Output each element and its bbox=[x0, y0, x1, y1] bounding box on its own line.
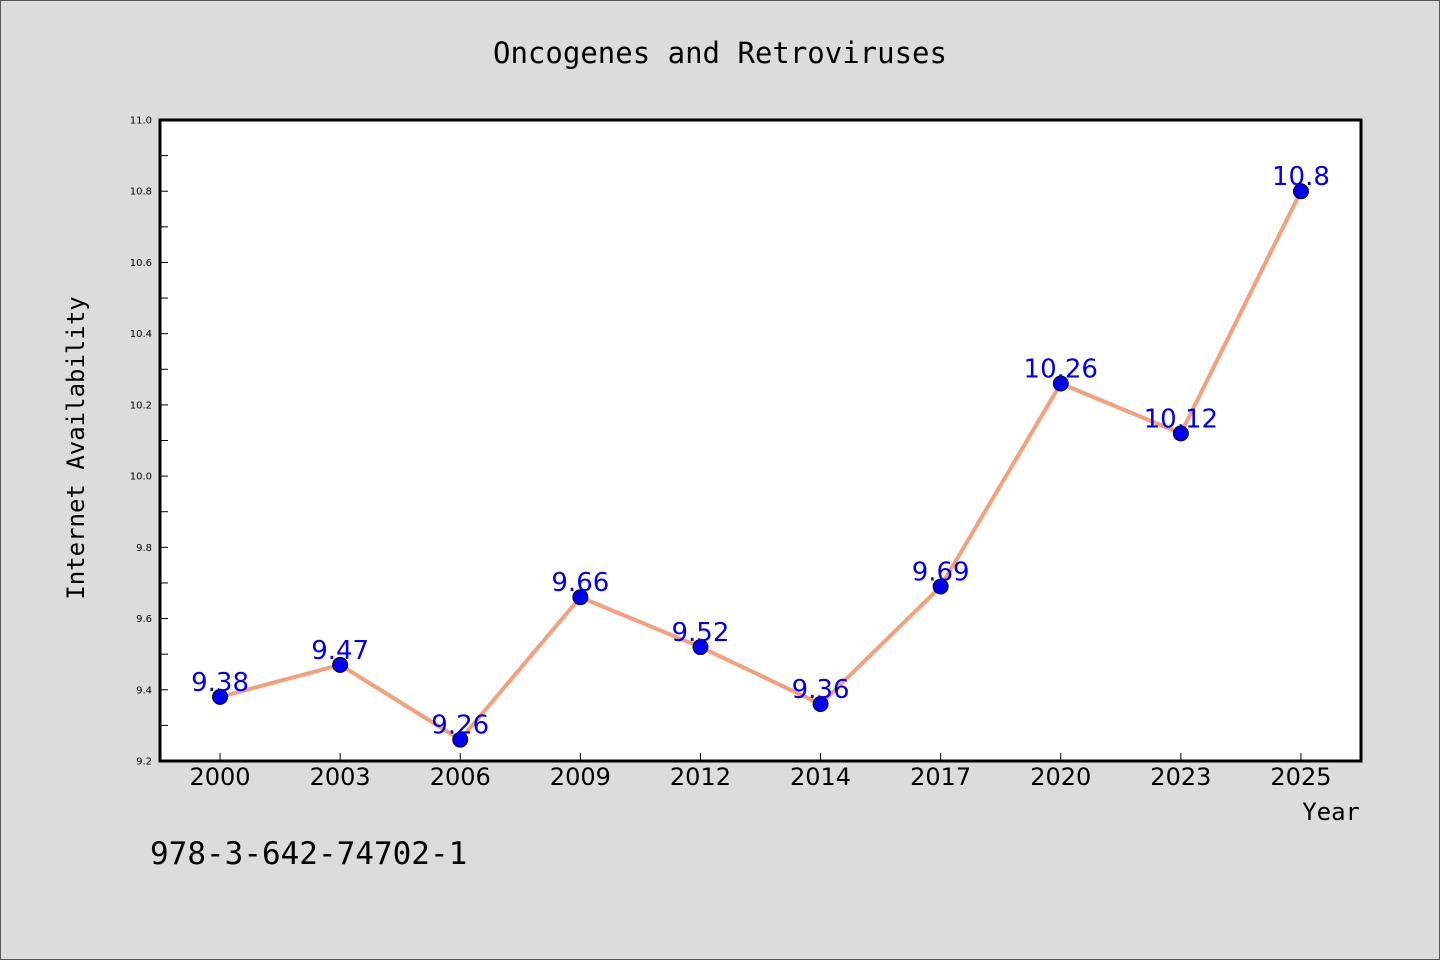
y-tick-label: 10.0 bbox=[130, 472, 152, 483]
data-point bbox=[1052, 375, 1069, 392]
x-axis: 2000 2003 2006 2009 2012 2014 2017 2020 2023 2025 bbox=[190, 753, 1331, 791]
x-tick-label: 2020 bbox=[1030, 763, 1091, 791]
data-point bbox=[932, 578, 949, 595]
data-point bbox=[452, 731, 469, 748]
x-tick-label: 2000 bbox=[190, 763, 251, 791]
x-tick-label: 2014 bbox=[790, 763, 851, 791]
x-tick-label: 2009 bbox=[550, 763, 611, 791]
data-label: 10.26 bbox=[1024, 355, 1098, 385]
data-point bbox=[692, 639, 709, 656]
x-tick-label: 2023 bbox=[1150, 763, 1211, 791]
data-label: 9.47 bbox=[311, 636, 369, 666]
x-tick-label: 2006 bbox=[430, 763, 491, 791]
y-tick-label: 10.4 bbox=[130, 329, 152, 340]
y-tick-label: 10.2 bbox=[130, 400, 152, 411]
x-axis-label: Year bbox=[1302, 798, 1360, 826]
x-tick-label: 2025 bbox=[1270, 763, 1331, 791]
data-label: 9.69 bbox=[912, 558, 970, 588]
footer-id-text: 978-3-642-74702-1 bbox=[150, 836, 467, 872]
data-label: 9.38 bbox=[191, 668, 249, 698]
data-point bbox=[1292, 183, 1309, 200]
y-tick-label: 9.6 bbox=[136, 614, 152, 625]
y-tick-label: 9.8 bbox=[136, 543, 152, 554]
data-label: 9.66 bbox=[551, 568, 609, 598]
data-label: 9.26 bbox=[431, 711, 489, 741]
chart-title: Oncogenes and Retroviruses bbox=[493, 36, 947, 70]
y-tick-label: 11.0 bbox=[130, 116, 152, 127]
y-tick-label: 10.8 bbox=[130, 187, 152, 198]
series-line bbox=[219, 190, 1303, 742]
y-axis-label: Internet Availability bbox=[62, 296, 90, 599]
data-label: 10.12 bbox=[1144, 404, 1218, 434]
series-group: 9.38 9.47 9.26 9.66 9.52 9.36 9.69 10.26 10.12 10… bbox=[191, 162, 1330, 748]
plot-area bbox=[158, 118, 1363, 763]
data-point bbox=[572, 589, 589, 606]
x-tick-label: 2012 bbox=[670, 763, 731, 791]
data-point bbox=[1172, 425, 1189, 442]
data-point bbox=[212, 688, 229, 705]
x-tick-label: 2003 bbox=[310, 763, 371, 791]
data-label: 10.8 bbox=[1272, 162, 1330, 192]
data-label: 9.52 bbox=[672, 618, 730, 648]
data-label: 9.36 bbox=[792, 675, 850, 705]
data-point bbox=[812, 696, 829, 713]
y-tick-label: 9.2 bbox=[136, 757, 152, 768]
y-tick-label: 10.6 bbox=[130, 258, 152, 269]
y-tick-label: 9.4 bbox=[136, 685, 152, 696]
x-tick-label: 2017 bbox=[910, 763, 971, 791]
data-point bbox=[332, 656, 349, 673]
y-axis: 9.2 9.4 9.6 9.8 10.0 10.2 10.4 10.6 10.8 11.0 bbox=[130, 116, 168, 768]
